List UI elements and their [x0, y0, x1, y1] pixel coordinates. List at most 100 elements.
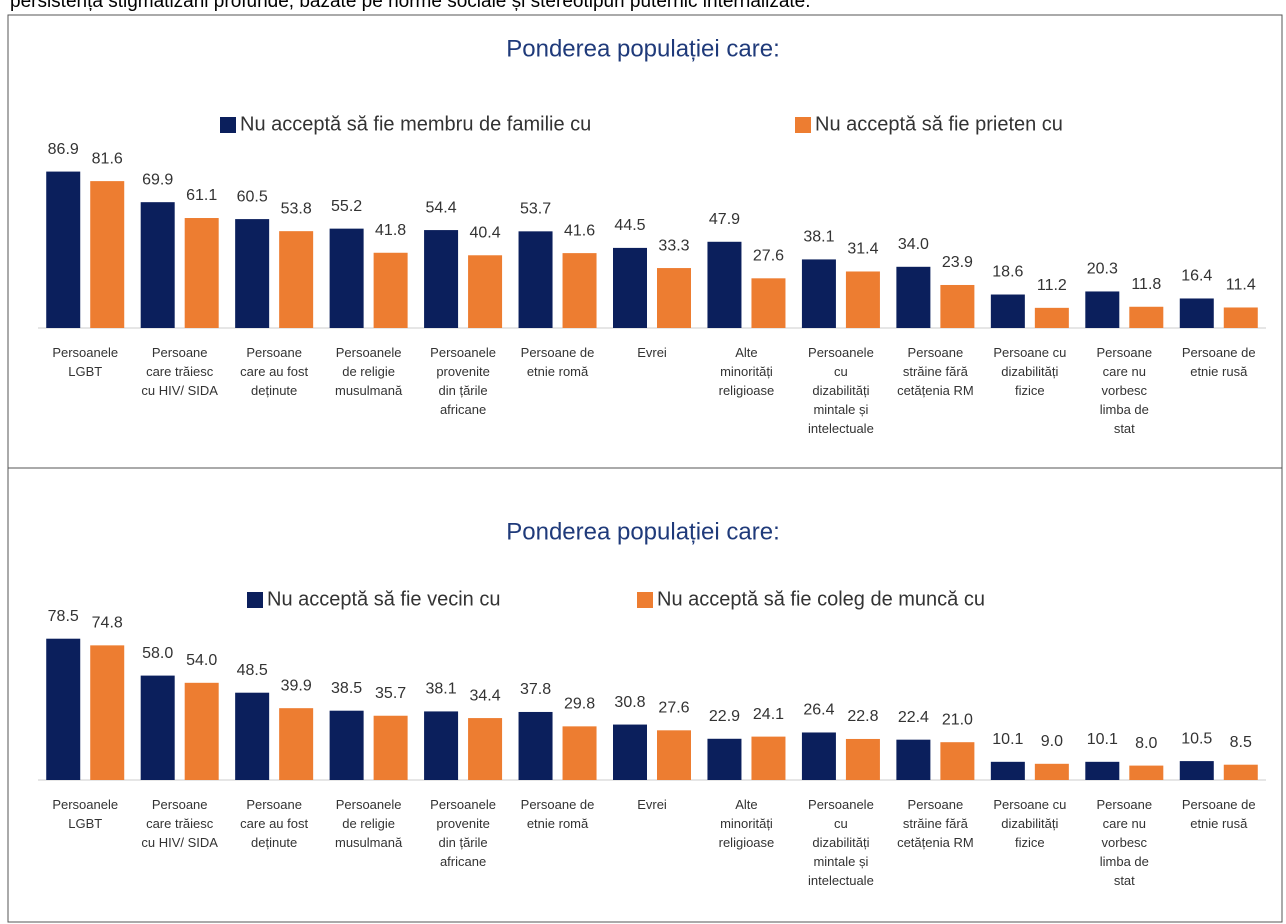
bar	[140, 675, 175, 780]
value-label: 34.0	[898, 236, 929, 253]
value-label: 53.7	[520, 201, 551, 218]
bar	[279, 231, 314, 328]
legend-label: Nu acceptă să fie membru de familie cu	[240, 113, 591, 135]
value-label: 8.5	[1230, 734, 1252, 751]
bar	[801, 259, 836, 328]
value-label: 53.8	[281, 200, 312, 217]
bar	[751, 736, 786, 780]
value-label: 8.0	[1135, 735, 1157, 752]
intro-text: persistența stigmatizării profunde, baza…	[10, 0, 811, 12]
bar	[657, 730, 691, 780]
bar	[424, 230, 459, 328]
x-tick-label: Persoane care nu vorbesc limba de stat	[1096, 345, 1152, 436]
value-label: 58.0	[142, 645, 173, 662]
bar	[1179, 761, 1214, 780]
bar	[184, 218, 219, 328]
bar	[279, 708, 314, 780]
bar	[468, 718, 503, 780]
x-tick-label: Persoanele LGBT	[52, 797, 118, 831]
value-label: 41.6	[564, 222, 595, 239]
bar	[1085, 761, 1120, 780]
bar	[845, 738, 880, 780]
bar	[707, 738, 742, 780]
bar	[90, 181, 125, 328]
x-tick-label: Persoane cu dizabilități fizice	[993, 345, 1066, 398]
legend-swatch	[220, 117, 236, 133]
x-tick-label: Persoane de etnie romă	[521, 797, 595, 831]
bar	[90, 645, 125, 780]
legend-swatch	[247, 592, 263, 608]
value-label: 30.8	[614, 694, 645, 711]
chart-title: Ponderea populației care:	[506, 518, 780, 545]
bar	[896, 739, 931, 780]
bar	[1129, 765, 1164, 780]
value-label: 11.8	[1131, 276, 1161, 293]
value-label: 26.4	[803, 702, 834, 719]
bar	[1223, 307, 1258, 328]
x-tick-label: Persoanele cu dizabilități mintale și intele…	[808, 797, 874, 888]
value-label: 22.8	[847, 708, 878, 725]
x-tick-label: Persoane de etnie rusă	[1182, 345, 1256, 379]
bar	[373, 252, 408, 328]
value-label: 23.9	[942, 254, 973, 271]
bar	[845, 271, 880, 328]
x-tick-label: Persoane străine fără cetățenia RM	[897, 345, 974, 398]
value-label: 69.9	[142, 171, 173, 188]
value-label: 54.4	[426, 199, 457, 216]
value-label: 33.3	[658, 237, 689, 254]
bar	[235, 219, 270, 328]
value-label: 11.2	[1037, 277, 1067, 294]
value-label: 27.6	[753, 248, 784, 265]
value-label: 22.9	[709, 708, 740, 725]
value-label: 10.5	[1181, 730, 1212, 747]
bar	[46, 171, 81, 328]
value-label: 29.8	[564, 696, 595, 713]
x-tick-label: Persoane care trăiesc cu HIV/ SIDA	[141, 345, 218, 398]
bar	[518, 711, 553, 780]
value-label: 20.3	[1087, 261, 1118, 278]
value-label: 41.8	[375, 222, 406, 239]
value-label: 21.0	[942, 711, 973, 728]
value-label: 10.1	[992, 731, 1023, 748]
x-tick-label: Alte minorități religioase	[719, 797, 775, 850]
value-label: 48.5	[237, 662, 268, 679]
chart-frame	[7, 467, 1283, 923]
value-label: 44.5	[614, 217, 645, 234]
bar	[46, 638, 81, 780]
bar	[1034, 763, 1069, 780]
value-label: 24.1	[753, 706, 784, 723]
value-label: 39.9	[281, 677, 312, 694]
value-label: 22.4	[898, 709, 929, 726]
value-label: 18.6	[992, 264, 1023, 281]
bar	[940, 284, 975, 328]
bar	[184, 682, 219, 780]
value-label: 86.9	[48, 141, 79, 158]
x-tick-label: Persoanele de religie musulmană	[335, 345, 403, 398]
bar	[896, 266, 931, 328]
x-tick-label: Alte minorități religioase	[719, 345, 775, 398]
bar	[140, 202, 175, 328]
value-label: 38.5	[331, 680, 362, 697]
value-label: 37.8	[520, 681, 551, 698]
bar	[613, 724, 647, 780]
x-tick-label: Persoanele cu dizabilități mintale și intele…	[808, 345, 874, 436]
x-tick-label: Evrei	[637, 797, 667, 812]
value-label: 27.6	[658, 700, 689, 717]
bar	[518, 231, 553, 328]
legend-swatch	[795, 117, 811, 133]
bar	[613, 247, 647, 328]
bar	[235, 692, 270, 780]
bar	[424, 711, 459, 780]
legend-label: Nu acceptă să fie prieten cu	[815, 113, 1063, 135]
value-label: 60.5	[237, 188, 268, 205]
value-label: 78.5	[48, 608, 79, 625]
value-label: 61.1	[186, 187, 217, 204]
legend-label: Nu acceptă să fie coleg de muncă cu	[657, 588, 985, 610]
value-label: 10.1	[1087, 731, 1118, 748]
bar	[1034, 307, 1069, 328]
bar	[329, 228, 364, 328]
x-tick-label: Persoane cu dizabilități fizice	[993, 797, 1066, 850]
x-tick-label: Persoane care nu vorbesc limba de stat	[1096, 797, 1152, 888]
value-label: 55.2	[331, 198, 362, 215]
bar	[657, 268, 691, 328]
